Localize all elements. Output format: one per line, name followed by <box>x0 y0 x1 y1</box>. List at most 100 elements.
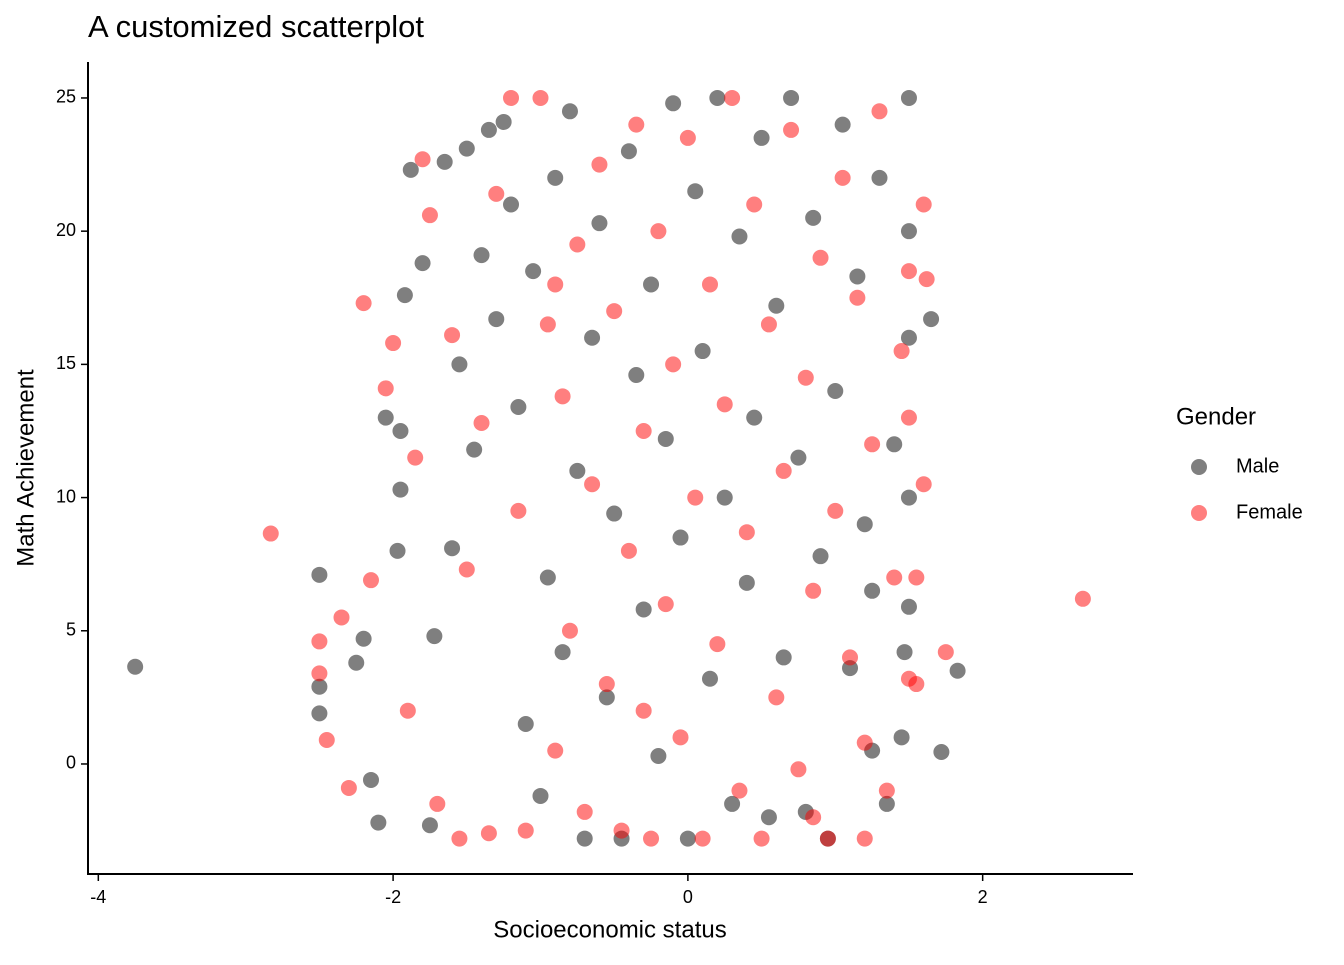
point <box>503 196 520 213</box>
legend-label: Male <box>1236 455 1279 477</box>
point <box>900 489 917 506</box>
x-axis-label: Socioeconomic status <box>493 916 726 943</box>
point <box>333 609 350 626</box>
point <box>396 287 413 304</box>
point <box>620 542 637 559</box>
point <box>311 705 328 722</box>
point <box>915 196 932 213</box>
point <box>584 329 601 346</box>
point <box>392 422 409 439</box>
point <box>517 822 534 839</box>
point <box>650 223 667 240</box>
point <box>896 644 913 661</box>
point <box>746 196 763 213</box>
point <box>561 103 578 120</box>
point <box>871 103 888 120</box>
point <box>805 582 822 599</box>
point <box>864 582 881 599</box>
point <box>819 830 836 847</box>
point <box>949 662 966 679</box>
point <box>576 830 593 847</box>
y-tick-label: 15 <box>56 353 76 373</box>
point <box>517 716 534 733</box>
point <box>849 268 866 285</box>
point <box>554 644 571 661</box>
point <box>856 830 873 847</box>
point <box>856 734 873 751</box>
point <box>783 89 800 106</box>
point <box>790 449 807 466</box>
point <box>738 574 755 591</box>
point <box>480 825 497 842</box>
point <box>385 335 402 352</box>
point <box>355 295 372 312</box>
point <box>392 481 409 498</box>
y-tick-label: 25 <box>56 87 76 107</box>
point <box>643 276 660 293</box>
point <box>620 143 637 160</box>
point <box>311 665 328 682</box>
point <box>790 761 807 778</box>
point <box>547 742 564 759</box>
point <box>849 289 866 306</box>
point <box>657 596 674 613</box>
point <box>503 89 520 106</box>
point <box>377 409 394 426</box>
point <box>554 388 571 405</box>
point <box>1074 590 1091 607</box>
y-tick-label: 0 <box>66 753 76 773</box>
point <box>606 505 623 522</box>
point <box>635 601 652 618</box>
point <box>495 113 512 130</box>
point <box>429 795 446 812</box>
point <box>262 525 279 542</box>
point <box>900 263 917 280</box>
point <box>584 476 601 493</box>
point <box>805 209 822 226</box>
point <box>488 185 505 202</box>
point <box>856 516 873 533</box>
point <box>900 329 917 346</box>
legend-label: Female <box>1236 501 1303 523</box>
point <box>473 247 490 264</box>
point <box>510 502 527 519</box>
point <box>724 795 741 812</box>
point <box>547 276 564 293</box>
legend-marker <box>1191 459 1207 475</box>
point <box>915 476 932 493</box>
point <box>576 803 593 820</box>
y-tick-label: 20 <box>56 220 76 240</box>
point <box>473 414 490 431</box>
point <box>451 356 468 373</box>
point <box>362 771 379 788</box>
point <box>561 622 578 639</box>
point <box>900 89 917 106</box>
point <box>613 822 630 839</box>
point <box>389 542 406 559</box>
y-tick-label: 5 <box>66 620 76 640</box>
point <box>402 161 419 178</box>
point <box>569 236 586 253</box>
point <box>355 630 372 647</box>
point <box>768 297 785 314</box>
point <box>827 502 844 519</box>
point <box>886 436 903 453</box>
point <box>628 367 645 384</box>
point <box>827 383 844 400</box>
point <box>871 169 888 186</box>
point <box>665 356 682 373</box>
point <box>657 430 674 447</box>
point <box>488 311 505 328</box>
point <box>937 644 954 661</box>
point <box>444 540 461 557</box>
point <box>399 702 416 719</box>
plot-area <box>127 89 1091 847</box>
point <box>753 129 770 146</box>
legend-title: Gender <box>1176 403 1256 430</box>
point <box>760 316 777 333</box>
point <box>650 747 667 764</box>
point <box>775 462 792 479</box>
point <box>886 569 903 586</box>
point <box>591 215 608 232</box>
x-tick-label: 2 <box>978 887 988 907</box>
